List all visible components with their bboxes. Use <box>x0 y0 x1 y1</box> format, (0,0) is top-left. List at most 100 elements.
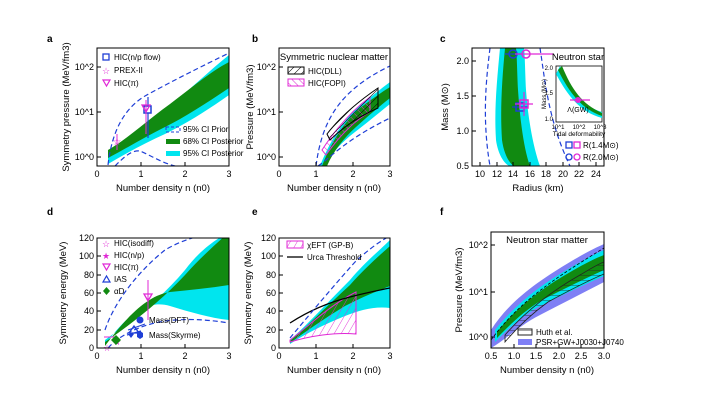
ylabel-e: Symmetry energy (MeV) <box>243 242 254 345</box>
svg-text:★: ★ <box>102 251 110 261</box>
panel-letter-f: f <box>440 207 444 218</box>
xtick-a-2: 2 <box>182 169 187 179</box>
huth-band <box>504 261 604 344</box>
ytick-e-2: 40 <box>266 306 276 316</box>
legend-a-0: HIC(n/p flow) <box>114 53 161 62</box>
mr-prior-left <box>484 48 491 166</box>
ytick-e-0: 0 <box>271 343 276 353</box>
xlabel-d: Number density n (n0) <box>116 365 210 376</box>
ytick-b-1: 10^1 <box>257 107 276 117</box>
xtick-a-1: 1 <box>138 169 143 179</box>
xtick-c-3: 16 <box>525 169 535 179</box>
xtick-f-3: 2.0 <box>553 351 566 361</box>
ytick-c-2: 1.5 <box>456 91 469 101</box>
legend-d-5: Mass(DFT) <box>149 316 189 325</box>
xtick-f-4: 2.5 <box>575 351 588 361</box>
ytick-d-3: 60 <box>84 288 94 298</box>
legend-e: χEFT (GP-B) Urca Threshold <box>286 240 362 262</box>
svg-text:☆: ☆ <box>113 137 122 148</box>
prior-upper <box>107 52 229 166</box>
legend-a-5: 95% CI Posterior <box>183 149 244 158</box>
legend-a-4: 68% CI Posterior <box>183 137 244 146</box>
xtick-c-5: 20 <box>558 169 568 179</box>
ytick-d-6: 120 <box>79 233 94 243</box>
point-r14-mag <box>515 92 533 116</box>
legend-f-1: PSR+GW+J0030+J0740 <box>536 338 624 347</box>
band-d-green <box>105 238 229 346</box>
ytick-f-1: 10^1 <box>469 287 488 297</box>
xtick-d-0: 0 <box>94 351 99 361</box>
ytick-a-2: 10^2 <box>75 62 94 72</box>
legend-c: R(1.4M⊙) R(2.0M⊙) <box>565 141 619 162</box>
band-e-cyan <box>290 240 390 344</box>
axes-frame-f <box>490 231 605 349</box>
inset-xtick-1: 10^2 <box>573 125 586 131</box>
xtick-c-4: 18 <box>541 169 551 179</box>
xtick-b-1: 1 <box>313 169 318 179</box>
xtick-d-3: 3 <box>226 351 231 361</box>
legend-b: HIC(DLL) HIC(FOPI) <box>287 66 346 88</box>
xtick-a-3: 3 <box>226 169 231 179</box>
panel-letter-a: a <box>47 34 53 45</box>
legend-c-1: R(2.0M⊙) <box>583 153 619 162</box>
ytick-e-5: 100 <box>261 251 276 261</box>
points-d: ☆ ★ <box>103 280 154 353</box>
legend-c-0: R(1.4M⊙) <box>583 141 619 150</box>
ticks-b <box>278 66 391 166</box>
xlabel-f: Number density n (n0) <box>500 365 594 376</box>
inset-point-label: Λ(GW) <box>567 107 588 114</box>
legend-a: HIC(n/p flow) ☆ PREX-II HIC(π) 95% CI Pr… <box>101 53 244 158</box>
xtick-c-0: 10 <box>475 169 485 179</box>
ytick-e-6: 120 <box>261 233 276 243</box>
inset-ylabel: Mass (M⊙) <box>542 79 548 109</box>
panel-a: a ☆ 0 1 2 3 10^0 10^1 <box>47 34 244 194</box>
title-b: Symmetric nuclear matter <box>280 52 388 63</box>
title-c: Neutron star <box>552 52 604 63</box>
prior-upper-b <box>315 65 390 166</box>
xtick-e-0: 0 <box>276 351 281 361</box>
panel-letter-e: e <box>252 207 258 218</box>
xtick-f-5: 3.0 <box>598 351 611 361</box>
ytick-d-4: 80 <box>84 270 94 280</box>
ticks-d <box>96 237 230 349</box>
ytick-d-0: 0 <box>89 343 94 353</box>
legend-d-0: HIC(isodiff) <box>114 239 154 248</box>
legend-e-1: Urca Threshold <box>307 253 362 262</box>
panel-c: c <box>440 34 619 194</box>
chieft-band <box>289 291 357 343</box>
panel-letter-c: c <box>440 34 446 45</box>
xtick-c-6: 22 <box>574 169 584 179</box>
mr-prior-right <box>539 48 571 166</box>
xtick-f-1: 1.0 <box>508 351 521 361</box>
xlabel-e: Number density n (n0) <box>287 365 381 376</box>
xlabel-c: Radius (km) <box>512 183 563 194</box>
ytick-e-4: 80 <box>266 270 276 280</box>
xtick-b-2: 2 <box>350 169 355 179</box>
legend-d-1: HIC(n/p) <box>114 251 145 260</box>
legend-d-3: IAS <box>114 275 127 284</box>
panel-letter-b: b <box>252 34 258 45</box>
ytick-b-0: 10^0 <box>257 152 276 162</box>
xtick-d-1: 1 <box>138 351 143 361</box>
ylabel-f: Pressure (MeV/fm3) <box>454 248 465 333</box>
xtick-a-0: 0 <box>94 169 99 179</box>
xtick-c-7: 24 <box>591 169 601 179</box>
band-68-posterior <box>108 62 229 158</box>
marker-ias <box>127 324 141 334</box>
ylabel-a: Symmetry pressure (MeV/fm3) <box>61 42 72 171</box>
svg-text:☆: ☆ <box>102 239 110 249</box>
band-f-green <box>497 255 604 338</box>
inset-ytick-2: 2.0 <box>545 66 554 72</box>
legend-b-1: HIC(FOPI) <box>308 79 346 88</box>
ytick-d-1: 20 <box>84 325 94 335</box>
inset-xlabel: Tidal deformability <box>553 131 606 138</box>
panel-e: e 0 1 2 3 0 20 40 60 80 100 120 Number d… <box>243 207 393 376</box>
xtick-f-0: 0.5 <box>485 351 498 361</box>
inset-ytick-1: 1.5 <box>545 91 554 97</box>
prior-upper-e <box>289 238 388 339</box>
panel-d: d ☆ ★ 0 1 2 <box>47 207 232 376</box>
band-e-green <box>290 246 390 343</box>
title-f: Neutron star matter <box>506 235 588 246</box>
panel-b: b 0 1 2 3 10^0 10^1 10^2 Number density … <box>245 34 393 194</box>
